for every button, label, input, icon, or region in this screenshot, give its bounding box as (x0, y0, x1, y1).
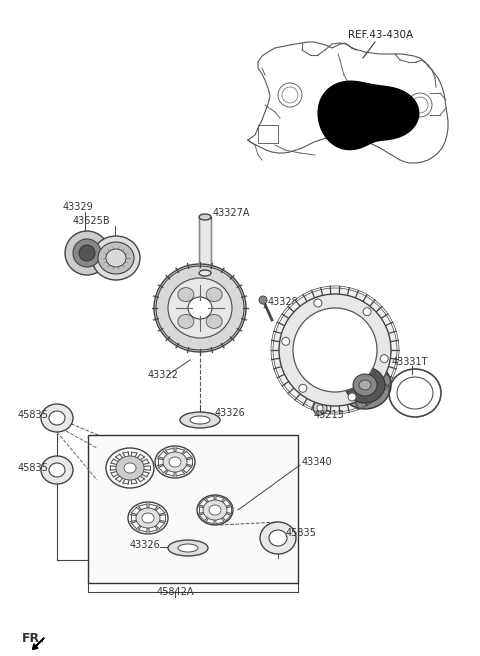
Ellipse shape (313, 401, 327, 415)
Text: 43331T: 43331T (392, 357, 429, 367)
Text: 45842A: 45842A (156, 587, 194, 597)
Ellipse shape (168, 540, 208, 556)
Ellipse shape (142, 513, 154, 523)
Ellipse shape (345, 367, 385, 403)
Ellipse shape (317, 405, 323, 411)
Text: 43327A: 43327A (213, 208, 251, 218)
Ellipse shape (353, 374, 377, 396)
Ellipse shape (188, 297, 212, 319)
Bar (258, 125, 278, 143)
Ellipse shape (41, 456, 73, 484)
Ellipse shape (363, 308, 371, 316)
Ellipse shape (154, 264, 246, 352)
Text: 43328: 43328 (268, 297, 299, 307)
Ellipse shape (116, 456, 144, 480)
Text: 43329: 43329 (63, 202, 94, 212)
Text: FR.: FR. (22, 632, 45, 644)
FancyArrow shape (33, 638, 44, 649)
Ellipse shape (273, 288, 397, 412)
Ellipse shape (169, 457, 181, 467)
Ellipse shape (190, 416, 210, 424)
Ellipse shape (282, 337, 290, 345)
Ellipse shape (178, 287, 194, 302)
Ellipse shape (269, 530, 287, 546)
Ellipse shape (209, 505, 221, 515)
Ellipse shape (380, 355, 388, 363)
Ellipse shape (339, 361, 391, 409)
Ellipse shape (206, 287, 222, 302)
Ellipse shape (168, 278, 232, 338)
Ellipse shape (199, 214, 211, 220)
Bar (199, 217, 211, 273)
Bar (88, 435, 298, 583)
Text: 45835: 45835 (18, 410, 49, 420)
Ellipse shape (259, 296, 267, 304)
Ellipse shape (79, 245, 95, 261)
Text: 43332: 43332 (305, 303, 336, 313)
Ellipse shape (314, 299, 322, 307)
Ellipse shape (359, 380, 371, 390)
Text: 43326: 43326 (130, 540, 161, 550)
Ellipse shape (136, 508, 160, 528)
Text: 43340: 43340 (302, 457, 333, 467)
Ellipse shape (98, 242, 134, 274)
Ellipse shape (348, 393, 356, 401)
Ellipse shape (178, 544, 198, 552)
Ellipse shape (279, 294, 391, 406)
Ellipse shape (163, 452, 187, 472)
Ellipse shape (49, 411, 65, 425)
Text: 43326: 43326 (215, 408, 246, 418)
Text: 45835: 45835 (18, 463, 49, 473)
Ellipse shape (180, 412, 220, 428)
Text: 43213: 43213 (314, 410, 345, 420)
Ellipse shape (92, 236, 140, 280)
Text: 43625B: 43625B (73, 216, 110, 226)
Ellipse shape (199, 270, 211, 276)
Ellipse shape (49, 463, 65, 477)
Ellipse shape (299, 384, 307, 392)
Text: 43322: 43322 (148, 370, 179, 380)
Ellipse shape (73, 239, 101, 267)
Ellipse shape (65, 231, 109, 275)
Ellipse shape (293, 308, 377, 392)
Ellipse shape (178, 314, 194, 329)
Ellipse shape (206, 314, 222, 329)
Polygon shape (318, 81, 419, 150)
Ellipse shape (124, 463, 136, 473)
Ellipse shape (106, 249, 126, 267)
Text: 43329: 43329 (345, 357, 376, 367)
Text: REF.43-430A: REF.43-430A (348, 30, 413, 40)
Text: 45835: 45835 (286, 528, 317, 538)
Ellipse shape (203, 500, 227, 520)
Ellipse shape (260, 522, 296, 554)
Ellipse shape (41, 404, 73, 432)
